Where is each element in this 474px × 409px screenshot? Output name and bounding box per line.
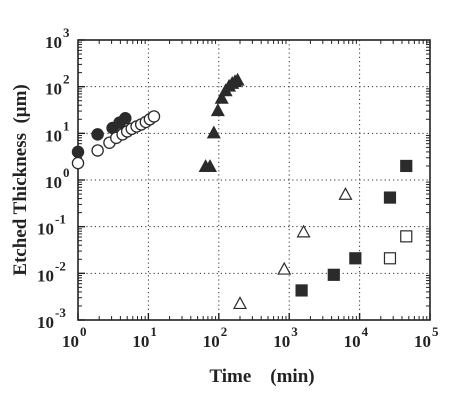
y-tick-label: 10-3 xyxy=(37,305,66,332)
x-tick-exponent: 4 xyxy=(362,324,369,339)
y-tick-base: 10 xyxy=(45,80,62,99)
y-tick-label: 102 xyxy=(45,72,70,99)
x-tick-exponent: 0 xyxy=(80,324,87,339)
point-filled-square xyxy=(400,159,413,173)
x-tick-label: 104 xyxy=(344,324,369,351)
point-open-triangle xyxy=(277,261,292,275)
point-filled-square xyxy=(349,252,362,265)
point-open-square xyxy=(383,252,397,265)
y-tick-exponent: 0 xyxy=(63,165,70,180)
point-open-square xyxy=(400,230,413,243)
point-filled-square xyxy=(327,268,340,281)
x-tick-label: 103 xyxy=(273,324,298,351)
x-tick-exponent: 3 xyxy=(291,324,298,339)
y-tick-base: 10 xyxy=(45,126,62,145)
x-tick-base: 10 xyxy=(203,332,220,351)
y-tick-base: 10 xyxy=(37,220,54,239)
point-open-circle xyxy=(71,156,85,170)
x-tick-exponent: 5 xyxy=(432,324,439,339)
point-filled-circle xyxy=(119,112,132,125)
y-tick-label: 101 xyxy=(45,118,70,145)
point-filled-triangle xyxy=(230,72,245,86)
y-tick-base: 10 xyxy=(45,173,62,192)
point-filled-square xyxy=(295,284,308,297)
point-open-triangle xyxy=(232,296,248,310)
y-tick-label: 10-1 xyxy=(37,212,66,239)
y-tick-exponent: 1 xyxy=(63,118,70,133)
y-tick-exponent: 2 xyxy=(63,72,70,87)
point-open-triangle xyxy=(338,187,353,200)
y-tick-label: 100 xyxy=(45,165,70,192)
x-tick-base: 10 xyxy=(62,332,79,351)
x-tick-label: 100 xyxy=(62,324,87,351)
x-tick-base: 10 xyxy=(344,332,361,351)
point-filled-circle xyxy=(71,145,85,159)
point-filled-triangle xyxy=(214,90,229,104)
y-tick-base: 10 xyxy=(37,266,54,285)
x-tick-base: 10 xyxy=(132,332,149,351)
point-open-triangle xyxy=(296,224,311,238)
points-layer xyxy=(71,72,413,310)
point-filled-triangle xyxy=(210,103,225,117)
x-tick-exponent: 1 xyxy=(150,324,157,339)
point-filled-triangle xyxy=(206,125,221,139)
y-tick-exponent: -3 xyxy=(55,305,66,320)
x-tick-base: 10 xyxy=(414,332,431,351)
x-tick-base: 10 xyxy=(273,332,290,351)
x-tick-label: 101 xyxy=(132,324,157,351)
y-tick-base: 10 xyxy=(45,33,62,52)
x-tick-exponent: 2 xyxy=(221,324,228,339)
y-tick-exponent: -1 xyxy=(55,212,66,227)
y-axis-label: Etched Thickness (μm) xyxy=(10,84,31,275)
y-tick-exponent: 3 xyxy=(63,25,70,40)
point-open-circle xyxy=(91,144,104,157)
point-filled-circle xyxy=(91,128,104,141)
point-filled-triangle xyxy=(202,159,218,172)
ticks-layer: 10010110210310410510-310-210-11001011021… xyxy=(37,25,439,351)
y-tick-label: 103 xyxy=(45,25,70,52)
x-axis-label: Time (min) xyxy=(209,366,314,387)
y-tick-exponent: -2 xyxy=(55,258,66,273)
x-tick-label: 105 xyxy=(414,324,439,351)
grid-layer xyxy=(78,40,430,320)
point-filled-square xyxy=(383,191,397,204)
y-tick-base: 10 xyxy=(37,313,54,332)
x-tick-label: 102 xyxy=(203,324,228,351)
point-open-circle xyxy=(147,110,161,123)
y-tick-label: 10-2 xyxy=(37,258,66,285)
